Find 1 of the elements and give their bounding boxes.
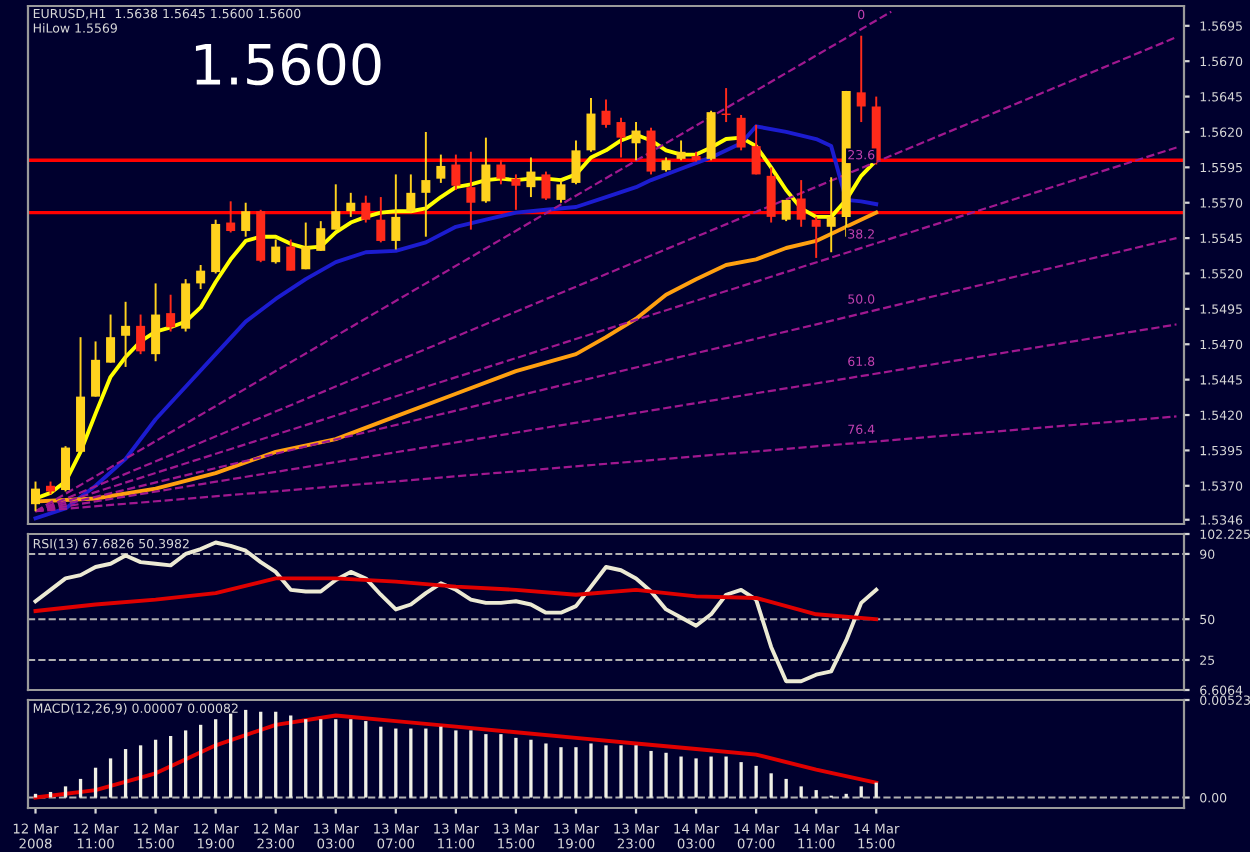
text: 1.5600 (195, 43, 381, 86)
